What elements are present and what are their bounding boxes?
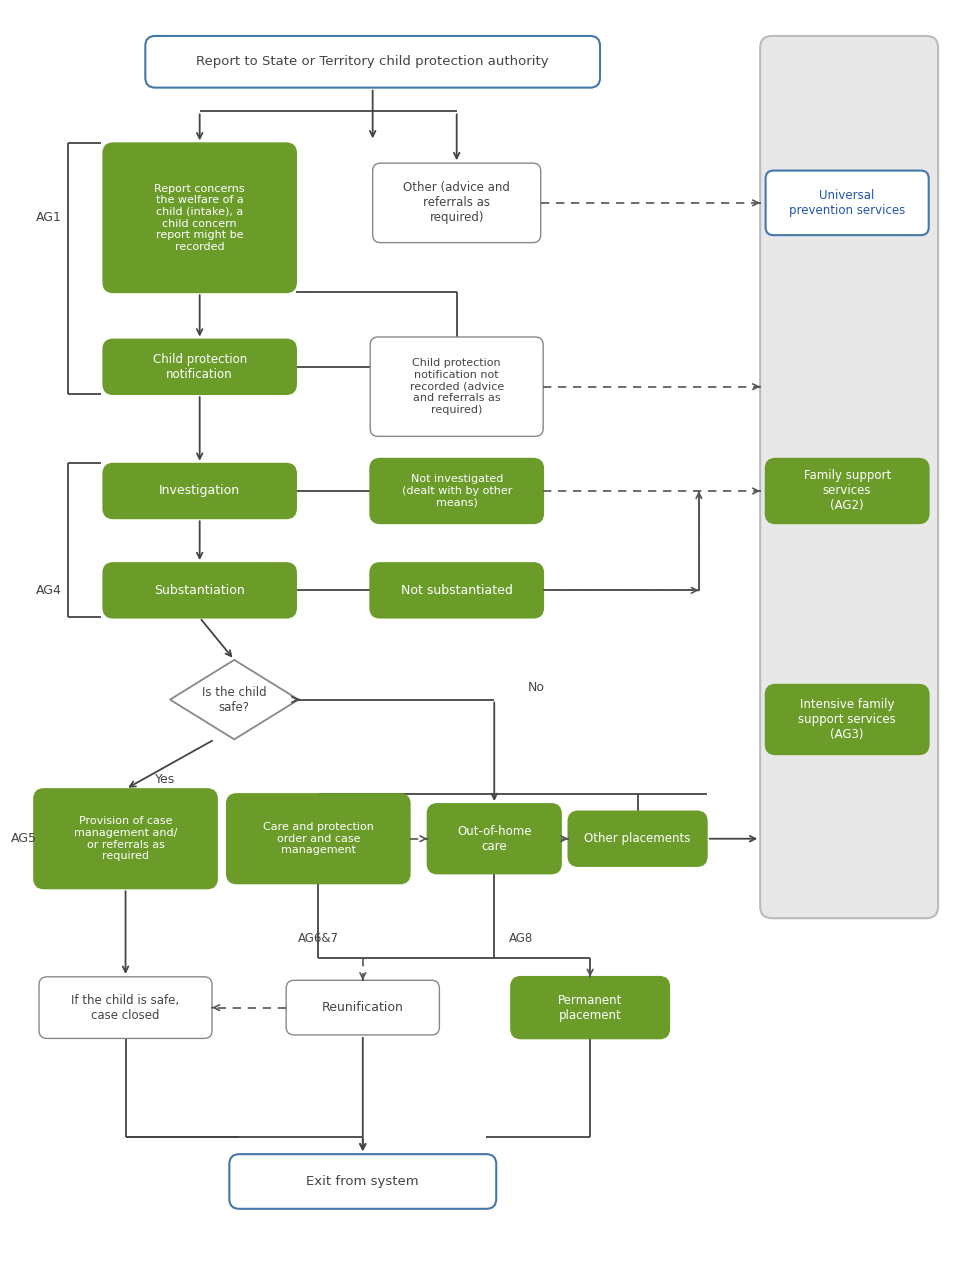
- FancyBboxPatch shape: [39, 977, 212, 1038]
- Polygon shape: [170, 660, 298, 739]
- FancyBboxPatch shape: [371, 563, 543, 618]
- Text: AG8: AG8: [509, 932, 533, 944]
- Text: Intensive family
support services
(AG3): Intensive family support services (AG3): [798, 698, 896, 741]
- FancyBboxPatch shape: [103, 464, 296, 518]
- FancyBboxPatch shape: [760, 36, 938, 919]
- Text: Yes: Yes: [155, 772, 176, 785]
- Text: Substantiation: Substantiation: [154, 583, 245, 596]
- FancyBboxPatch shape: [287, 980, 439, 1034]
- Text: If the child is safe,
case closed: If the child is safe, case closed: [71, 993, 179, 1022]
- FancyBboxPatch shape: [371, 337, 543, 437]
- Text: Exit from system: Exit from system: [307, 1174, 419, 1187]
- Text: Child protection
notification: Child protection notification: [152, 353, 247, 380]
- Text: Reunification: Reunification: [322, 1001, 403, 1014]
- FancyBboxPatch shape: [511, 977, 669, 1038]
- FancyBboxPatch shape: [427, 804, 561, 874]
- Text: Permanent
placement: Permanent placement: [558, 993, 622, 1022]
- Text: Out-of-home
care: Out-of-home care: [457, 825, 532, 853]
- FancyBboxPatch shape: [146, 36, 600, 87]
- Text: Care and protection
order and case
management: Care and protection order and case manag…: [262, 822, 373, 856]
- Text: Report concerns
the welfare of a
child (intake), a
child concern
report might be: Report concerns the welfare of a child (…: [154, 184, 245, 252]
- Text: No: No: [527, 681, 544, 694]
- Text: AG1: AG1: [36, 211, 62, 225]
- Text: Investigation: Investigation: [159, 484, 240, 497]
- Text: Report to State or Territory child protection authority: Report to State or Territory child prote…: [196, 55, 549, 68]
- Text: Is the child
safe?: Is the child safe?: [202, 686, 266, 713]
- Text: AG6&7: AG6&7: [298, 932, 339, 944]
- Text: Other placements: Other placements: [585, 833, 691, 846]
- FancyBboxPatch shape: [103, 143, 296, 292]
- FancyBboxPatch shape: [568, 811, 706, 866]
- Text: Child protection
notification not
recorded (advice
and referrals as
required): Child protection notification not record…: [409, 359, 504, 415]
- FancyBboxPatch shape: [227, 794, 410, 883]
- FancyBboxPatch shape: [765, 459, 928, 523]
- Text: Universal
prevention services: Universal prevention services: [789, 189, 905, 217]
- Text: Not substantiated: Not substantiated: [400, 583, 512, 596]
- Text: Other (advice and
referrals as
required): Other (advice and referrals as required): [403, 181, 510, 225]
- Text: Family support
services
(AG2): Family support services (AG2): [804, 469, 891, 513]
- Text: AG4: AG4: [36, 583, 62, 596]
- Text: Provision of case
management and/
or referrals as
required: Provision of case management and/ or ref…: [74, 816, 178, 861]
- FancyBboxPatch shape: [372, 163, 540, 243]
- FancyBboxPatch shape: [103, 339, 296, 394]
- FancyBboxPatch shape: [371, 459, 543, 523]
- FancyBboxPatch shape: [765, 685, 928, 754]
- Text: AG5: AG5: [11, 833, 37, 846]
- FancyBboxPatch shape: [34, 789, 217, 888]
- FancyBboxPatch shape: [103, 563, 296, 618]
- FancyBboxPatch shape: [765, 171, 928, 235]
- Text: Not investigated
(dealt with by other
means): Not investigated (dealt with by other me…: [401, 474, 511, 508]
- FancyBboxPatch shape: [230, 1154, 496, 1209]
